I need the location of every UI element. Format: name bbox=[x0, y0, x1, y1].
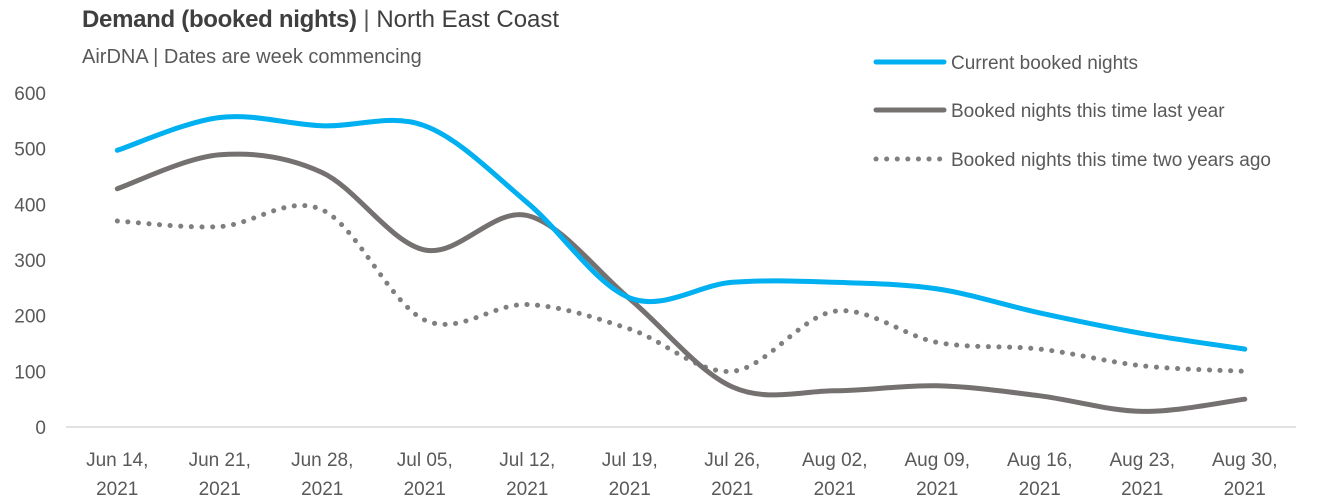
chart-title-main: Demand (booked nights) bbox=[82, 6, 357, 33]
chart-title-region: North East Coast bbox=[376, 6, 560, 33]
legend-label: Booked nights this time two years ago bbox=[951, 150, 1271, 171]
y-tick-label: 100 bbox=[14, 362, 46, 383]
series-lines bbox=[114, 114, 1248, 414]
x-tick-label: Jun 14, 2021 bbox=[86, 450, 148, 500]
x-tick-label: Jul 26, 2021 bbox=[704, 450, 760, 500]
chart-subtitle: AirDNA | Dates are week commencing bbox=[82, 46, 422, 68]
x-tick-label: Jun 28, 2021 bbox=[291, 450, 353, 500]
x-tick-label: Jul 19, 2021 bbox=[602, 450, 658, 500]
x-tick-label: Aug 16, 2021 bbox=[1007, 450, 1073, 500]
x-tick-label: Jul 05, 2021 bbox=[397, 450, 453, 500]
x-tick-label: Jun 21, 2021 bbox=[189, 450, 251, 500]
series-current-booked-nights bbox=[114, 114, 1248, 352]
y-tick-label: 200 bbox=[14, 307, 46, 328]
x-axis: Jun 14, 2021 Jun 21, 2021 Jun 28, 2021 Jul 05,… bbox=[66, 426, 1296, 500]
y-tick-label: 300 bbox=[14, 251, 46, 272]
y-tick-label: 400 bbox=[14, 195, 46, 216]
chart-title: Demand (booked nights) | North East Coas… bbox=[82, 6, 559, 34]
legend: Current booked nights Booked nights this … bbox=[873, 53, 1271, 171]
legend-label: Current booked nights bbox=[951, 53, 1138, 74]
x-tick-label: Aug 23, 2021 bbox=[1110, 450, 1176, 500]
series-two-years-ago bbox=[114, 203, 1248, 374]
x-tick-label: Aug 02, 2021 bbox=[802, 450, 868, 500]
y-tick-label: 500 bbox=[14, 140, 46, 161]
y-tick-label: 600 bbox=[14, 84, 46, 105]
x-tick-label: Aug 30, 2021 bbox=[1212, 450, 1278, 500]
chart-title-separator: | bbox=[363, 6, 370, 33]
y-tick-label: 0 bbox=[35, 418, 46, 439]
y-axis: 0 100 200 300 400 500 600 bbox=[14, 84, 46, 439]
x-tick-label: Jul 12, 2021 bbox=[499, 450, 555, 500]
series-last-year bbox=[114, 151, 1248, 414]
x-tick-label: Aug 09, 2021 bbox=[905, 450, 971, 500]
legend-label: Booked nights this time last year bbox=[951, 101, 1225, 122]
